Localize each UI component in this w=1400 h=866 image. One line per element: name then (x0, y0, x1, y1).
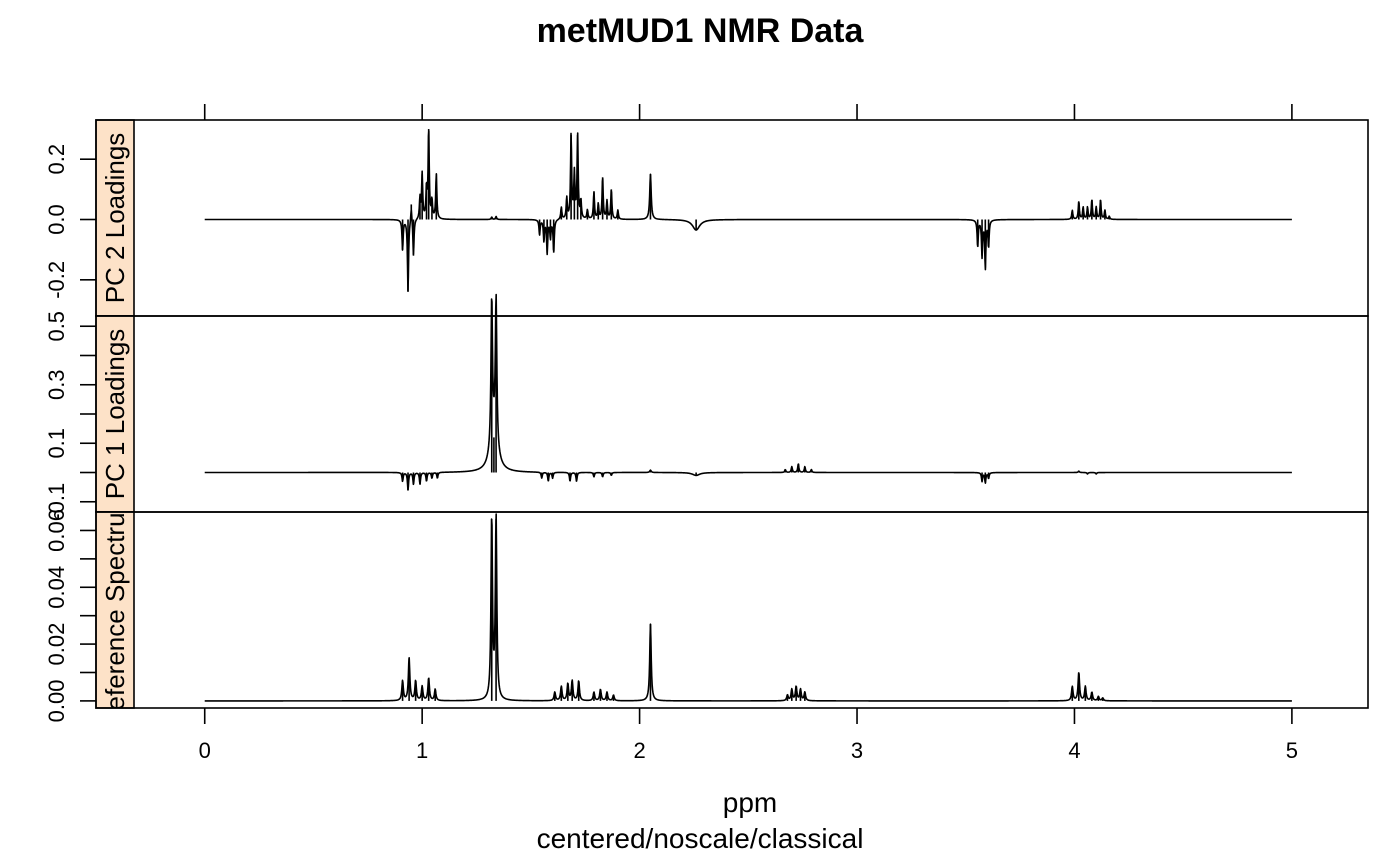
y-tick-label: 0.04 (44, 566, 69, 609)
x-tick-label: 4 (1068, 738, 1080, 763)
panel-strip (95, 511, 135, 709)
x-axis-sublabel: centered/noscale/classical (537, 823, 864, 854)
y-tick-label: 0.02 (44, 623, 69, 666)
panel-strip-label: PC 2 Loadings (100, 133, 130, 304)
panel-strip-label: PC 1 Loadings (100, 329, 130, 500)
y-tick-label: 0.3 (44, 369, 69, 400)
panels: PC 2 Loadings -0.2 0.0 0.2 PC 1 Loadings -0.1… (44, 119, 1369, 729)
y-tick-label: 0.00 (44, 679, 69, 722)
panel-frame (95, 511, 1369, 709)
y-tick-label: 0.5 (44, 311, 69, 342)
chart-title: metMUD1 NMR Data (537, 12, 865, 50)
panel-2: PC 1 Loadings -0.1 0.1 0.3 0.5 (44, 293, 1369, 521)
top-x-axis (203, 104, 1293, 120)
panel-frame (95, 119, 1369, 317)
panel-frame (95, 315, 1369, 513)
x-tick-label: 2 (633, 738, 645, 763)
x-tick-label: 1 (416, 738, 428, 763)
y-tick-label: 0.1 (44, 428, 69, 459)
y-tick-label: -0.2 (44, 261, 69, 299)
y-tick-label: -0.1 (44, 483, 69, 521)
spectrum-line (204, 513, 1293, 702)
spectrum-line (204, 130, 1293, 292)
panel-3: Reference Spectrum 0.00 0.02 0.04 0.06 (44, 491, 1369, 729)
x-tick-label: 3 (851, 738, 863, 763)
panel-strip-label: Reference Spectrum (100, 491, 130, 729)
y-tick-label: 0.0 (44, 204, 69, 235)
y-tick-label: 0.06 (44, 509, 69, 552)
x-tick-label: 5 (1286, 738, 1298, 763)
panel-1: PC 2 Loadings -0.2 0.0 0.2 (44, 119, 1369, 317)
panel-strip (95, 315, 135, 513)
x-axis-label: ppm (723, 787, 777, 818)
y-tick-label: 0.2 (44, 144, 69, 175)
spectrum-line (204, 293, 1293, 491)
bottom-x-axis: 0 1 2 3 4 5 (199, 708, 1298, 763)
x-tick-label: 0 (199, 738, 211, 763)
